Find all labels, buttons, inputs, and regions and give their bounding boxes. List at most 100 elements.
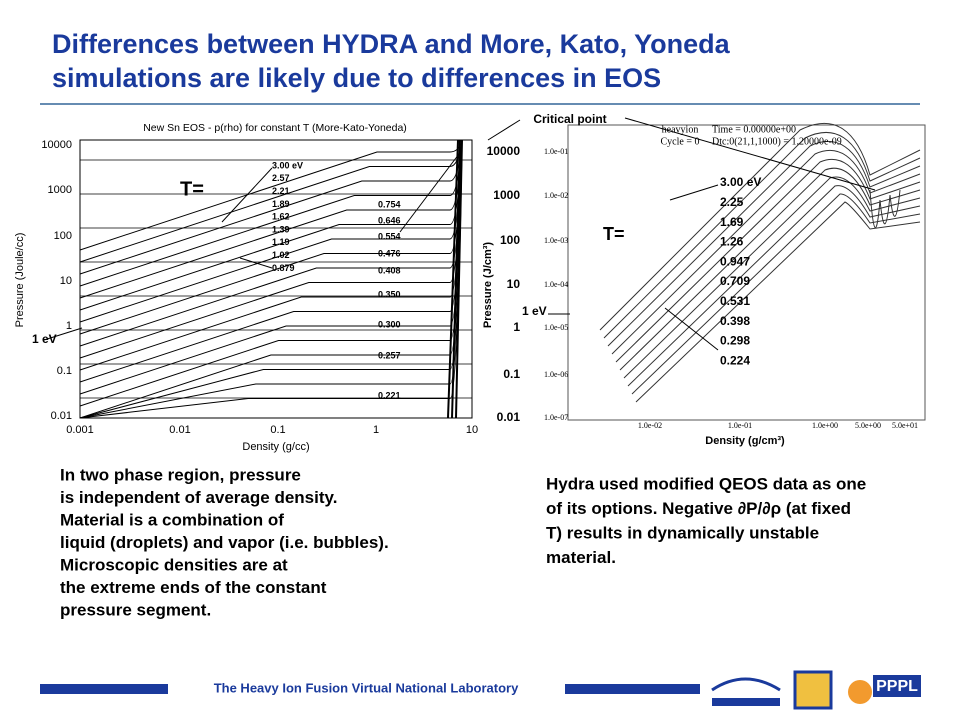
body-text: T) results in dynamically unstable [546,523,819,542]
temp-label: 0.221 [378,390,401,400]
footer-text: The Heavy Ion Fusion Virtual National La… [214,680,519,695]
temp-label: 0.398 [720,314,750,328]
body-text: liquid (droplets) and vapor (i.e. bubble… [60,533,389,552]
plot-info: Time = 0.00000e+00 [712,124,796,135]
temp-label: 2.25 [720,195,744,209]
y-tick-label: 100 [54,230,72,242]
body-text: Material is a combination of [60,510,284,529]
temp-label: 0.709 [720,274,750,288]
y-tick-label: 1000 [493,188,520,202]
y-axis-label: Pressure (J/cm³) [482,242,494,329]
x-tick-label: 0.001 [66,424,94,436]
temp-label: 0.350 [378,289,401,299]
inner-y-tick-label: 1.0e-04 [544,280,568,289]
y-tick-label: 0.01 [497,410,521,424]
body-text: material. [546,548,616,567]
inner-y-tick-label: 1.0e-05 [544,323,568,332]
temp-label: 0.879 [272,263,295,273]
y-tick-label: 10000 [487,144,521,158]
temp-label: 0.947 [720,254,750,268]
t-label: T= [180,178,204,200]
footer-bar [40,684,168,694]
body-text: Microscopic densities are at [60,555,288,574]
body-text: is independent of average density. [60,488,337,507]
temp-label: 1.62 [272,212,290,222]
temp-label: 0.408 [378,265,401,275]
isotherm [635,201,921,403]
slide-title: Differences between HYDRA and More, Kato… [52,29,731,59]
temp-label: 3.00 eV [720,175,761,189]
body-text: of its options. Negative ∂P/∂ρ (at fixed [546,499,851,518]
temp-label: 0.646 [378,215,401,225]
leader [43,327,83,341]
y-axis-label: Pressure (Joule/cc) [14,233,26,328]
temp-label: 0.754 [378,199,401,209]
temp-label: 1.89 [272,199,290,209]
x-axis-label: Density (g/cc) [242,441,309,453]
leader [669,184,719,201]
y-tick-label: 10 [60,275,72,287]
temp-label: 1.26 [720,235,744,249]
x-tick-label: 1 [373,424,379,436]
y-tick-label: 1000 [48,184,72,196]
x-tick-label: 1.0e+00 [812,421,838,430]
annotation: Critical point [533,112,606,126]
isotherm [607,141,921,347]
slide-title: simulations are likely due to difference… [52,63,661,93]
isotherm [619,167,921,371]
one-ev-label: 1 eV [522,304,547,318]
temp-label: 0.298 [720,334,750,348]
isotherm [631,193,921,395]
left-plot-frame [79,139,473,419]
leader [221,167,273,223]
left-isotherms [79,139,472,419]
plot-info: Dtc:0(21,1,1000) = 1.20000e-09 [712,136,842,147]
x-tick-label: 0.01 [169,424,190,436]
x-tick-label: 10 [466,424,478,436]
inner-y-tick-label: 1.0e-03 [544,236,568,245]
isotherm [627,185,921,387]
isotherm [615,158,921,363]
inner-y-tick-label: 1.0e-02 [544,191,568,200]
inner-y-tick-label: 1.0e-06 [544,370,568,379]
chart-title: New Sn EOS - p(rho) for constant T (More… [143,122,407,134]
berkeley-logo [711,677,781,706]
y-tick-label: 0.1 [503,367,520,381]
body-text: pressure segment. [60,600,211,619]
isotherm [611,149,921,355]
body-text: Hydra used modified QEOS data as one [546,474,866,493]
inner-y-tick-label: 1.0e-07 [544,413,568,422]
y-tick-label: 1 [513,320,520,334]
llnl-logo [793,670,833,710]
oscillation [869,189,901,228]
x-tick-label: 1.0e-02 [638,421,662,430]
pppl-logo: PPPL [848,675,921,704]
body-text: In two phase region, pressure [60,465,301,484]
isotherm [603,131,921,339]
x-tick-label: 5.0e+00 [855,421,881,430]
y-tick-label: 10 [507,277,521,291]
footer-bar [565,684,700,694]
y-tick-label: 0.1 [57,365,72,377]
right-isotherms [599,122,921,403]
plot-header: Cycle = 0 [661,136,700,147]
x-axis-label: Density (g/cm³) [705,435,785,447]
x-tick-label: 0.1 [270,424,285,436]
temp-label: 2.21 [272,186,290,196]
temp-label: 0.224 [720,353,750,367]
y-tick-label: 100 [500,233,520,247]
leader [399,149,463,233]
y-tick-label: 1 [66,320,72,332]
isotherm [599,122,921,331]
temp-label: 0.257 [378,350,401,360]
y-tick-label: 0.01 [51,410,72,422]
inner-y-tick-label: 1.0e-01 [544,147,568,156]
leader [487,119,521,141]
temp-label: 0.476 [378,248,401,258]
t-label: T= [603,224,625,244]
one-ev-label: 1 eV [32,332,57,346]
leader [624,117,876,191]
temp-label: 0.554 [378,231,401,241]
